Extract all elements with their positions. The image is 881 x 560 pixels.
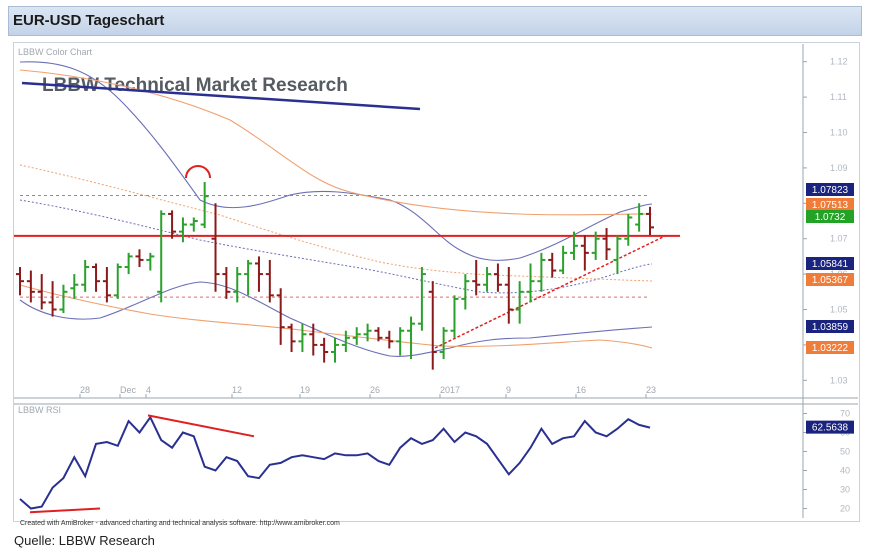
chart-header: EUR-USD Tageschart <box>8 6 862 36</box>
x-tick-label: 19 <box>300 385 310 395</box>
rsi-panel-label: LBBW RSI <box>18 405 61 415</box>
x-tick-label: 16 <box>576 385 586 395</box>
price-label-text: 1.05367 <box>812 275 849 286</box>
price-label-text: 1.07513 <box>812 200 849 211</box>
rsi-line <box>19 415 651 510</box>
rsi-value-text: 62.5638 <box>812 423 849 434</box>
x-tick-label: 2017 <box>440 385 460 395</box>
price-tick-label: 1.07 <box>830 234 848 244</box>
price-label-box <box>806 320 854 333</box>
dotted-blue-ma <box>19 199 653 294</box>
dotted-orange-ma <box>19 164 653 282</box>
rsi-tick-label: 40 <box>840 466 850 476</box>
price-tick-label: 1.09 <box>830 163 848 173</box>
software-credit: Created with AmiBroker - advanced charti… <box>20 520 340 527</box>
price-tick-label: 1.11 <box>830 92 847 102</box>
source-label: Quelle: LBBW Research <box>14 533 155 548</box>
rsi-support-line <box>29 507 101 514</box>
price-panel-label: LBBW Color Chart <box>18 47 93 57</box>
price-label-box <box>806 341 854 354</box>
watermark-text: LBBW Technical Market Research <box>42 75 348 96</box>
downtrend-line <box>21 81 421 111</box>
price-tick-label: 1.12 <box>830 57 848 67</box>
x-tick-label: Dec <box>120 385 137 395</box>
price-label-text: 1.07823 <box>812 185 849 196</box>
top-arc-marker <box>185 165 211 179</box>
x-tick-label: 9 <box>506 385 511 395</box>
rsi-value-box <box>806 420 854 434</box>
x-tick-label: 23 <box>646 385 656 395</box>
x-tick-label: 4 <box>146 385 151 395</box>
price-label-text: 1.03222 <box>812 343 849 354</box>
price-label-text: 1.0732 <box>815 212 846 223</box>
price-label-box <box>806 273 854 286</box>
price-tick-label: 1.03 <box>830 375 848 385</box>
price-label-box <box>806 210 854 223</box>
price-label-text: 1.03859 <box>812 322 849 333</box>
rsi-tick-label: 70 <box>840 409 850 419</box>
uptrend-line <box>434 235 666 349</box>
price-tick-label: 1.05 <box>830 305 848 315</box>
moving-average-lower <box>19 284 653 349</box>
price-label-text: 1.05841 <box>812 259 849 270</box>
chart-title: EUR-USD Tageschart <box>13 12 165 29</box>
bollinger-lower <box>19 281 653 357</box>
price-label-box <box>806 183 854 196</box>
price-label-box <box>806 198 854 211</box>
rsi-divergence-line <box>147 414 255 438</box>
rsi-tick-label: 20 <box>840 504 850 514</box>
x-tick-label: 12 <box>232 385 242 395</box>
price-label-box <box>806 257 854 270</box>
x-tick-label: 26 <box>370 385 380 395</box>
rsi-tick-label: 50 <box>840 447 850 457</box>
price-tick-label: 1.10 <box>830 128 848 138</box>
x-tick-label: 28 <box>80 385 90 395</box>
rsi-tick-label: 30 <box>840 485 850 495</box>
chart-frame <box>13 42 860 522</box>
